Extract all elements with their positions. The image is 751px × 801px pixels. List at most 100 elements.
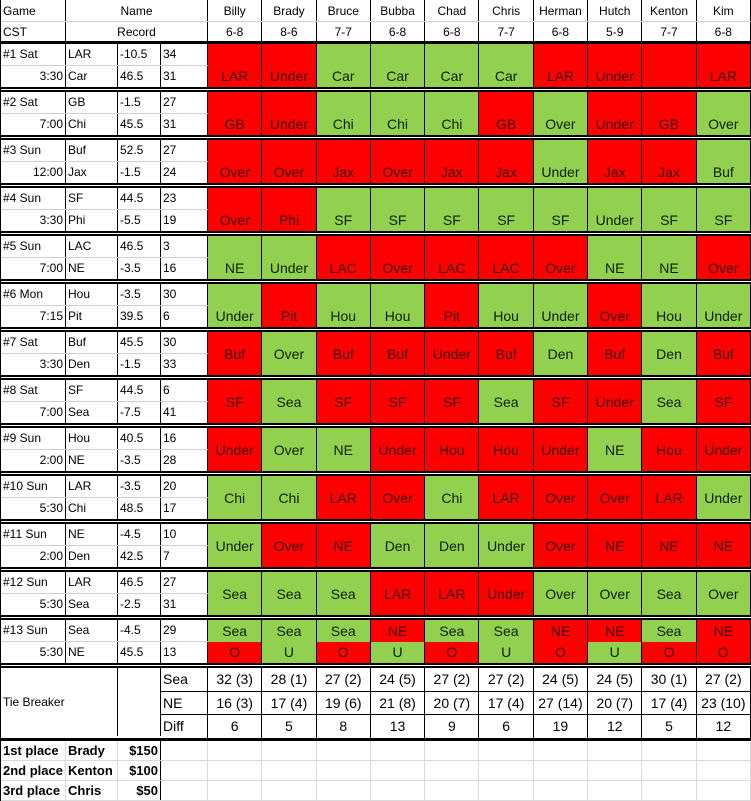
pick-cell[interactable]: Den	[370, 524, 426, 567]
pick-cell[interactable]: SF	[208, 380, 263, 423]
game-time[interactable]: 3:30	[1, 65, 66, 87]
tie-breaker-value[interactable]: 21 (8)	[371, 691, 426, 714]
pick-cell[interactable]: GB	[479, 92, 534, 135]
tie-breaker-value[interactable]: 32 (3)	[208, 668, 263, 691]
pick-cell[interactable]: Sea O	[208, 620, 263, 663]
empty-cell[interactable]	[588, 740, 643, 760]
pick-cell[interactable]: Over	[262, 524, 317, 567]
empty-cell[interactable]	[534, 740, 589, 760]
team-1[interactable]: LAC	[66, 236, 118, 257]
pick-cell[interactable]: NE	[696, 524, 751, 567]
tie-breaker-value[interactable]: 19	[534, 715, 589, 738]
line-1[interactable]: -3.5	[118, 284, 161, 305]
empty-cell[interactable]	[317, 760, 371, 780]
pick-cell[interactable]: NE	[588, 428, 643, 471]
score-2[interactable]: 31	[161, 113, 208, 135]
pick-cell[interactable]: LAR	[642, 476, 697, 519]
pick-cell[interactable]: LAC	[479, 236, 534, 279]
empty-cell[interactable]	[588, 780, 643, 800]
empty-cell[interactable]	[534, 760, 589, 780]
pick-cell[interactable]: SF	[316, 188, 371, 231]
empty-cell[interactable]	[425, 740, 480, 760]
empty-cell[interactable]	[425, 780, 480, 800]
player-record[interactable]: 6-8	[697, 22, 751, 41]
team-2[interactable]: Den	[66, 353, 118, 375]
score-1[interactable]: 6	[161, 380, 208, 401]
pick-cell[interactable]: Pit	[425, 284, 480, 327]
pick-cell[interactable]: Under	[588, 188, 643, 231]
tie-breaker-value[interactable]: 27 (2)	[425, 668, 480, 691]
pick-cell[interactable]: Hou	[642, 428, 697, 471]
tie-breaker-value[interactable]: 27 (2)	[317, 668, 371, 691]
pick-cell[interactable]: GB	[642, 92, 697, 135]
pick-cell[interactable]: Under	[696, 476, 751, 519]
player-name[interactable]: Kim	[697, 0, 751, 21]
pick-cell[interactable]: Car	[479, 44, 534, 87]
line-2[interactable]: -1.5	[118, 353, 161, 375]
score-1[interactable]: 20	[161, 476, 208, 497]
line-1[interactable]: 44.5	[118, 188, 161, 209]
pick-cell[interactable]: Hou	[425, 428, 480, 471]
pick-cell[interactable]: SF	[533, 188, 589, 231]
tie-breaker-value[interactable]: 24 (5)	[534, 668, 589, 691]
line-1[interactable]: -10.5	[118, 44, 161, 65]
tie-breaker-value[interactable]: 13	[371, 715, 426, 738]
pick-cell[interactable]: Den	[425, 524, 480, 567]
team-2[interactable]: Sea	[66, 401, 118, 423]
pick-cell[interactable]: Hou	[370, 284, 426, 327]
pick-cell[interactable]: LAR	[479, 476, 534, 519]
line-1[interactable]: -4.5	[118, 620, 161, 641]
pick-cell[interactable]: Over	[262, 332, 317, 375]
empty-cell[interactable]	[208, 760, 263, 780]
game-label[interactable]: #5 Sun	[1, 236, 66, 257]
tie-breaker-value[interactable]: 30 (1)	[642, 668, 697, 691]
pick-cell[interactable]: SF	[479, 188, 534, 231]
empty-cell[interactable]	[208, 780, 263, 800]
game-time[interactable]: 2:00	[1, 449, 66, 471]
tie-breaker-value[interactable]: 6	[208, 715, 263, 738]
pick-cell[interactable]: Under	[533, 140, 589, 183]
pick-cell[interactable]: Sea O	[316, 620, 371, 663]
game-label[interactable]: #1 Sat	[1, 44, 66, 65]
pick-cell[interactable]: Over	[370, 140, 426, 183]
pick-cell[interactable]: Jax	[642, 140, 697, 183]
pick-cell[interactable]: Jax	[425, 140, 480, 183]
pick-cell[interactable]: Under	[588, 380, 643, 423]
pick-cell[interactable]: GB	[208, 92, 263, 135]
team-1[interactable]: LAR	[66, 44, 118, 65]
tie-breaker-value[interactable]: 17 (4)	[479, 691, 534, 714]
score-1[interactable]: 23	[161, 188, 208, 209]
pick-cell[interactable]: Over	[262, 140, 317, 183]
team-1[interactable]: NE	[66, 524, 118, 545]
tie-breaker-value[interactable]: 12	[697, 715, 751, 738]
score-1[interactable]: 3	[161, 236, 208, 257]
pick-cell[interactable]: Under	[533, 284, 589, 327]
pick-cell[interactable]: Car	[425, 44, 480, 87]
pick-cell[interactable]: SF	[370, 380, 426, 423]
player-record[interactable]: 6-8	[425, 22, 480, 41]
pick-cell[interactable]: Jax	[479, 140, 534, 183]
game-label[interactable]: #9 Sun	[1, 428, 66, 449]
line-1[interactable]: 52.5	[118, 140, 161, 161]
game-label[interactable]: #4 Sun	[1, 188, 66, 209]
pick-cell[interactable]: Chi	[425, 476, 480, 519]
line-1[interactable]: 46.5	[118, 236, 161, 257]
pick-cell[interactable]: LAR	[533, 44, 589, 87]
pick-cell[interactable]: SF	[642, 188, 697, 231]
pick-cell[interactable]: Phi	[262, 188, 317, 231]
pick-cell[interactable]: SF	[370, 188, 426, 231]
line-1[interactable]: 45.5	[118, 332, 161, 353]
tie-breaker-value[interactable]: 9	[425, 715, 480, 738]
game-time[interactable]: 3:30	[1, 353, 66, 375]
pick-cell[interactable]: LAC	[316, 236, 371, 279]
team-1[interactable]: Hou	[66, 428, 118, 449]
pick-cell[interactable]: NE U	[588, 620, 643, 663]
pick-cell[interactable]: LAC	[425, 236, 480, 279]
team-2[interactable]: NE	[66, 257, 118, 279]
tie-breaker-value[interactable]: 16 (3)	[208, 691, 263, 714]
pick-cell[interactable]: Buf	[588, 332, 643, 375]
pick-cell[interactable]: SF	[696, 188, 751, 231]
score-2[interactable]: 31	[161, 65, 208, 87]
line-2[interactable]: 45.5	[118, 641, 161, 663]
game-time[interactable]: 7:00	[1, 401, 66, 423]
